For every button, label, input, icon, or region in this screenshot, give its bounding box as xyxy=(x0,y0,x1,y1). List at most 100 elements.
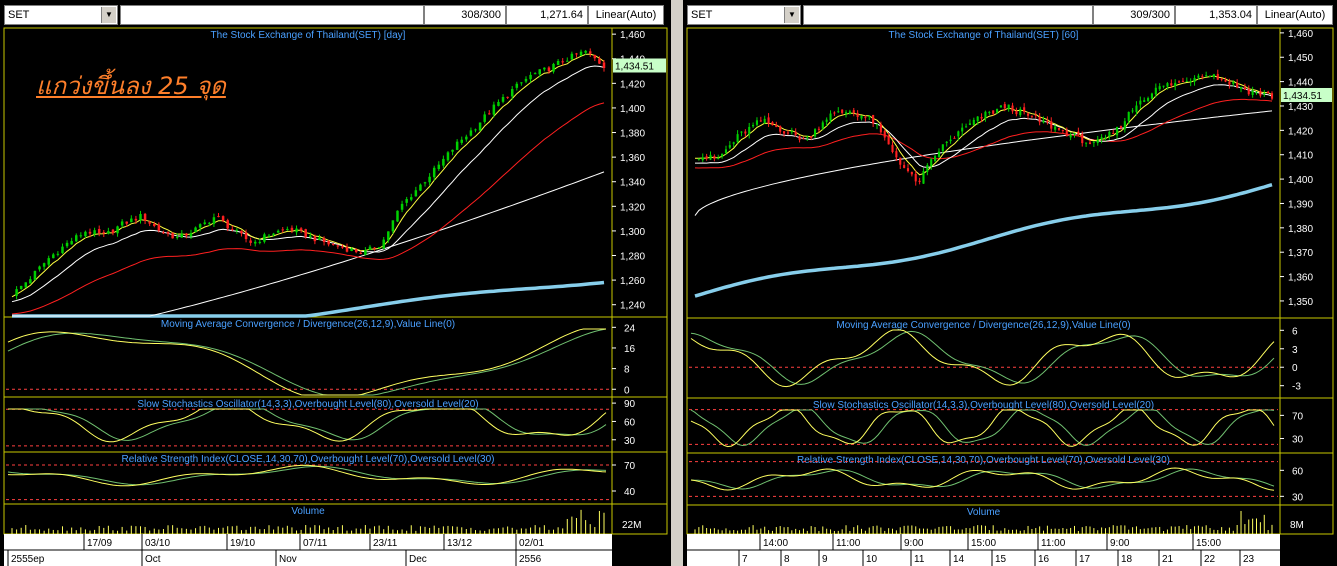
left-fast-ma-line xyxy=(11,53,605,298)
left-candle-body xyxy=(419,184,422,191)
left-price-tick-label: 1,240 xyxy=(620,301,645,312)
right-candle-body xyxy=(748,126,751,135)
left-candle-body xyxy=(134,218,138,221)
left-candle-body xyxy=(579,51,583,56)
right-candle-body xyxy=(1069,134,1072,138)
left-date-label: Oct xyxy=(145,554,161,565)
right-candle-body xyxy=(968,123,972,125)
right-candle-body xyxy=(1208,75,1212,77)
left-candle-body xyxy=(203,222,206,224)
right-candle-body xyxy=(965,126,968,128)
right-candle-body xyxy=(1170,83,1173,86)
left-candle-body xyxy=(561,61,564,63)
right-price-readout: 1,353.04 xyxy=(1175,5,1257,25)
left-price-tick-label: 1,260 xyxy=(620,276,645,287)
left-candle-body xyxy=(272,233,275,236)
right-candle-body xyxy=(1205,75,1208,77)
right-candle-body xyxy=(829,113,832,121)
right-candle-body xyxy=(1158,86,1161,90)
right-price-tick-label: 1,420 xyxy=(1288,126,1313,137)
right-candle-body xyxy=(1112,132,1115,134)
right-candle-body xyxy=(972,119,975,126)
left-date-label: 17/09 xyxy=(87,538,112,549)
right-candle-body xyxy=(1065,130,1068,137)
right-candle-body xyxy=(806,136,809,138)
left-candle-body xyxy=(488,113,491,115)
right-candle-body xyxy=(1166,83,1169,87)
left-candle-body xyxy=(79,235,83,237)
right-candle-body xyxy=(1259,91,1262,96)
right-stoch-main-line xyxy=(690,409,1275,448)
left-price-tick-label: 1,400 xyxy=(620,104,645,115)
left-candle-body xyxy=(469,130,473,136)
right-chart-pane: SET ▼ 309/300 1,353.04 Linear(Auto) The … xyxy=(683,0,1337,566)
right-candle-body xyxy=(1054,126,1057,130)
left-candle-body xyxy=(19,285,23,289)
right-candle-body xyxy=(906,168,910,172)
right-candle-body xyxy=(879,124,882,133)
left-candle-body xyxy=(15,289,18,296)
right-candle-body xyxy=(1220,78,1223,80)
right-candle-body xyxy=(1185,80,1188,82)
left-candle-body xyxy=(465,136,468,140)
left-macd-signal-line xyxy=(7,328,607,396)
left-rsi-signal-line xyxy=(7,465,607,486)
right-candle-body xyxy=(1239,87,1243,89)
left-candle-body xyxy=(116,226,119,234)
right-candle-body xyxy=(1178,81,1181,83)
left-candle-body xyxy=(400,203,404,210)
right-candle-body xyxy=(1162,85,1165,87)
chevron-down-icon[interactable]: ▼ xyxy=(784,7,799,23)
right-candle-body xyxy=(790,131,793,133)
right-candle-body xyxy=(852,110,855,113)
right-candle-body xyxy=(1236,82,1239,88)
right-candle-body xyxy=(1131,110,1134,112)
right-candle-body xyxy=(903,165,906,168)
right-candle-body xyxy=(1247,89,1250,95)
left-macd-tick-label: 0 xyxy=(624,385,630,396)
right-candle-body xyxy=(783,131,786,134)
left-symbol-select[interactable]: SET ▼ xyxy=(4,5,118,25)
chevron-down-icon[interactable]: ▼ xyxy=(101,7,116,23)
right-candle-body xyxy=(1077,131,1080,135)
left-candle-body xyxy=(510,89,514,97)
left-date-label: 19/10 xyxy=(230,538,255,549)
left-candle-body xyxy=(350,248,353,251)
left-candle-body xyxy=(327,240,330,245)
left-candle-body xyxy=(524,78,528,82)
left-rsi-tick-label: 40 xyxy=(624,487,636,498)
left-candle-body xyxy=(185,233,188,236)
left-volume-tick-label: 22M xyxy=(622,520,641,531)
right-candle-body xyxy=(744,131,747,134)
right-symbol-value: SET xyxy=(691,9,713,21)
left-candle-body xyxy=(432,167,436,178)
right-symbol-select[interactable]: SET ▼ xyxy=(687,5,801,25)
right-candle-body xyxy=(740,131,743,133)
right-candle-body xyxy=(1193,77,1196,82)
left-candle-body xyxy=(267,235,271,237)
left-candle-body xyxy=(529,74,532,80)
right-candle-body xyxy=(1174,82,1177,87)
right-scale-mode[interactable]: Linear(Auto) xyxy=(1257,5,1333,25)
left-macd-tick-label: 16 xyxy=(624,344,636,355)
left-candle-body xyxy=(102,232,106,234)
left-candle-body xyxy=(84,231,87,237)
right-candle-body xyxy=(701,157,704,161)
right-price-tick-label: 1,430 xyxy=(1288,102,1313,113)
right-price-tick-label: 1,410 xyxy=(1288,151,1313,162)
left-candle-body xyxy=(249,240,252,243)
left-long-ma-line xyxy=(12,171,605,317)
right-candle-body xyxy=(941,144,944,151)
left-date-label: Nov xyxy=(279,554,297,565)
right-date-label: 9 xyxy=(822,554,828,565)
right-candle-body xyxy=(724,149,728,154)
right-date-label: 14 xyxy=(953,554,965,565)
right-rsi-tick-label: 30 xyxy=(1292,492,1304,503)
left-candle-body xyxy=(359,252,363,254)
right-candle-body xyxy=(961,127,964,132)
right-candle-body xyxy=(1228,81,1231,85)
right-candle-body xyxy=(918,180,921,182)
right-candle-body xyxy=(813,129,817,137)
left-scale-mode[interactable]: Linear(Auto) xyxy=(588,5,664,25)
right-candle-body xyxy=(1232,81,1235,84)
